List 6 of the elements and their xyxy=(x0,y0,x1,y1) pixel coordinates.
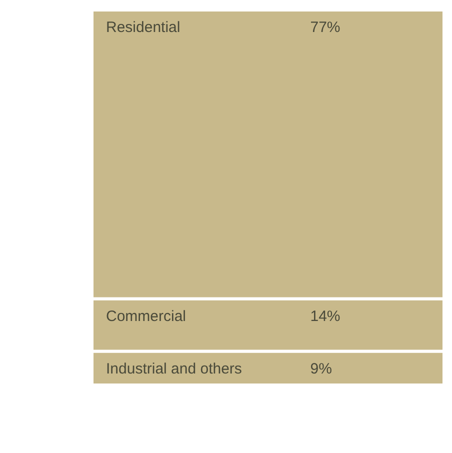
data-label: 9% xyxy=(310,360,332,378)
data-label: 77% xyxy=(310,19,340,36)
series-label: Residential xyxy=(106,19,180,36)
data-label: 14% xyxy=(310,308,340,325)
series-label: Commercial xyxy=(106,308,186,325)
series-label: Industrial and others xyxy=(106,360,242,378)
